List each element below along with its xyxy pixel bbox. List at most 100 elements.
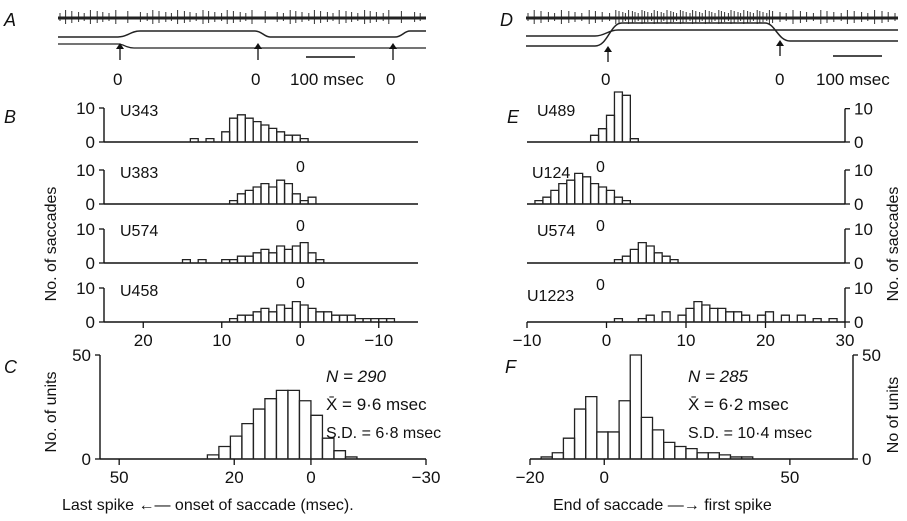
histogram-b-u383: U383 0 0 10 — [76, 159, 418, 214]
y-tick-label: 10 — [76, 99, 95, 118]
zero-label-b-u574: 0 — [296, 218, 305, 235]
y-tick-label: 0 — [854, 133, 863, 152]
histogram-bin — [717, 307, 727, 322]
histogram-bin — [597, 128, 608, 142]
histogram-bin — [685, 447, 698, 459]
histogram-bin — [268, 186, 278, 204]
stat-sd-right: S.D. = 10·4 msec — [688, 425, 812, 442]
x-tick-label: −20 — [516, 468, 545, 487]
histogram-bin — [733, 311, 743, 322]
histogram-bin — [283, 248, 294, 263]
panel-label-e: E — [507, 107, 520, 127]
y-tick-label: 50 — [72, 346, 91, 365]
unit-label-e-u489: U489 — [537, 103, 575, 120]
histogram-bin — [299, 304, 309, 322]
histogram-bin — [307, 307, 317, 322]
histogram-f-population: 0 50 −20 0 50 — [516, 346, 881, 487]
histogram-bin — [764, 311, 775, 322]
x-tick-label: 30 — [836, 331, 855, 350]
histogram-bin — [589, 182, 600, 204]
unit-label-e-u574: U574 — [537, 223, 575, 240]
stat-n-left: N = 290 — [326, 367, 387, 386]
histogram-e-u124: U124 0 0 10 — [527, 159, 873, 214]
x-tick-label: 20 — [756, 331, 775, 350]
y-tick-label: 10 — [76, 161, 95, 180]
histogram-bin — [645, 314, 655, 322]
histogram-bin — [276, 131, 286, 142]
histogram-bin — [709, 307, 719, 322]
stat-mean-right: X̄ = 6·2 msec — [688, 395, 789, 414]
histogram-bin — [558, 182, 568, 204]
histogram-bin — [562, 437, 576, 459]
histogram-bin — [640, 416, 654, 459]
y-tick-label: 0 — [86, 133, 95, 152]
histogram-bin — [236, 314, 246, 322]
histogram-bin — [244, 314, 254, 322]
panel-label-b: B — [4, 107, 16, 127]
eye-trace-horizontal-d — [526, 29, 898, 37]
histogram-bin — [589, 134, 600, 142]
onset-arrowhead-a2 — [254, 43, 262, 49]
histogram-e-u574: U574 0 0 10 — [527, 218, 873, 273]
histogram-bin — [291, 193, 301, 204]
histogram-bin — [550, 189, 560, 204]
x-tick-label: 50 — [110, 468, 129, 487]
histogram-bin — [260, 182, 270, 204]
histogram-bin — [298, 400, 312, 459]
histogram-b-u458: U458 0 0 10 20 10 0 −10 — [76, 275, 418, 350]
histogram-bin — [275, 389, 289, 459]
histogram-bin — [252, 408, 266, 459]
histogram-bin — [574, 172, 584, 204]
y-tick-label: 0 — [86, 195, 95, 214]
histogram-bin — [229, 435, 243, 459]
unit-label-b-u343: U343 — [120, 103, 158, 120]
onset-arrowhead-a3 — [389, 43, 397, 49]
histogram-bin — [291, 134, 301, 142]
histogram-e-u1223: U1223 0 0 10 −10 0 10 20 30 — [513, 277, 873, 350]
histogram-bin — [283, 134, 294, 142]
histogram-bin — [338, 314, 348, 322]
histogram-bin — [582, 176, 592, 204]
histogram-bin — [252, 311, 262, 322]
ylabel-left-saccades: No. of saccades — [43, 187, 60, 302]
y-tick-label: 10 — [854, 279, 873, 298]
histogram-bin — [260, 124, 270, 142]
x-tick-label: 20 — [134, 331, 153, 350]
y-tick-label: 0 — [82, 450, 91, 469]
y-tick-label: 50 — [862, 346, 881, 365]
x-tick-label: −10 — [513, 331, 542, 350]
histogram-bin — [323, 311, 333, 322]
eye-trace-vertical-a — [58, 43, 426, 49]
histogram-bin — [812, 317, 822, 322]
histogram-bin — [701, 304, 711, 322]
histogram-bin — [607, 431, 620, 459]
histogram-bin — [221, 131, 231, 142]
xlabel-right: End of saccade —→ first spike — [553, 497, 772, 514]
ylabel-right-saccades: No. of saccades — [885, 187, 902, 302]
y-tick-label: 0 — [854, 195, 863, 214]
histogram-bin — [333, 450, 347, 459]
histogram-c-population: 0 50 50 20 0 −30 — [72, 346, 440, 487]
y-tick-label: 0 — [86, 313, 95, 332]
histogram-bin — [693, 300, 703, 322]
y-tick-label: 0 — [86, 254, 95, 273]
histogram-bin — [189, 137, 199, 142]
histogram-bin — [241, 422, 255, 459]
histogram-bin — [252, 120, 262, 142]
histogram-bin — [645, 245, 655, 263]
histogram-bin — [573, 408, 587, 459]
histogram-bin — [315, 311, 325, 322]
zero-label-e-u1223: 0 — [596, 277, 605, 294]
histogram-bin — [597, 186, 608, 204]
onset-arrowhead-d2 — [776, 40, 784, 46]
ylabel-left-units: No. of units — [43, 372, 60, 453]
histogram-bin — [283, 307, 294, 322]
histogram-bin — [618, 400, 631, 459]
histogram-b-u343: U343 0 10 — [76, 99, 418, 152]
x-tick-label: 20 — [225, 468, 244, 487]
y-tick-label: 10 — [854, 161, 873, 180]
histogram-bin — [629, 138, 639, 142]
scale-label-a: 100 msec — [290, 70, 364, 89]
zero-label-e-u574: 0 — [596, 218, 605, 235]
histogram-bin — [346, 314, 356, 322]
